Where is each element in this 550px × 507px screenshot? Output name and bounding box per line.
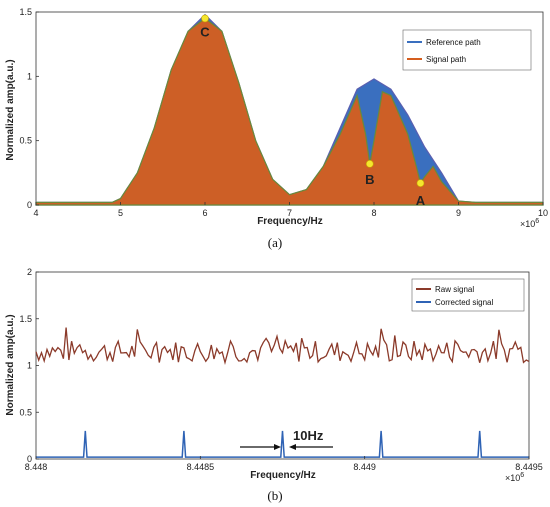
y-tick-label: 1 [27,71,32,81]
y-tick-label: 0.5 [19,407,32,417]
spacing-annotation: 10Hz [240,428,333,450]
panel-b-xlabel: Frequency/Hz [250,470,316,481]
panel-a-marks: C B A [35,13,544,208]
x-tick-label: 8.448 [25,462,48,472]
x-tick-label: 7 [287,208,292,218]
panel-b: 8.448 8.4485 8.449 8.4495 0 0.5 1 1.5 2 Raw sign… [5,267,543,503]
panel-b-marks [35,327,530,458]
spacing-label: 10Hz [293,428,324,443]
y-tick-label: 1.5 [19,314,32,324]
x-tick-label: 6 [202,208,207,218]
y-tick-label: 0 [27,200,32,210]
panel-b-ticks: 8.448 8.4485 8.449 8.4495 0 0.5 1 1.5 2 [19,267,542,472]
series-area-signal-path [35,17,544,206]
point-label-b: B [365,172,374,187]
legend-b-label-1: Raw signal [435,285,474,294]
x-tick-label: 10 [538,208,548,218]
panel-a-ylabel: Normalized amp(a.u.) [5,59,16,160]
point-marker-b [365,160,374,168]
point-marker-a [416,179,425,187]
point-label-a: A [416,193,426,208]
arrow-left-head-icon [289,444,296,450]
x-tick-label: 8.4495 [515,462,543,472]
panel-a-legend-box [402,29,532,71]
y-tick-label: 0 [27,454,32,464]
panel-a-caption: (a) [268,235,282,250]
x-tick-label: 9 [456,208,461,218]
legend-b-label-2: Corrected signal [435,298,493,307]
panel-b-x-exponent: ×106 [505,472,524,483]
legend-a-label-1: Reference path [426,38,481,47]
y-tick-label: 0.5 [19,136,32,146]
point-label-c: C [200,24,210,39]
x-tick-label: 8.449 [353,462,376,472]
panel-a-legend: Reference path Signal path [402,29,532,71]
panel-b-caption: (b) [267,488,282,503]
x-tick-label: 8 [371,208,376,218]
x-tick-label: 8.4485 [187,462,215,472]
panel-b-legend-box [411,278,525,312]
y-tick-label: 1 [27,361,32,371]
panel-b-ylabel: Normalized amp(a.u.) [5,314,16,415]
x-tick-label: 4 [33,208,38,218]
panel-a-x-exponent: ×106 [520,218,539,229]
panel-a-xlabel: Frequency/Hz [257,216,323,227]
arrow-right-head-icon [274,444,281,450]
panel-a: C B A 4 5 6 7 8 9 10 0 0.5 1 1.5 Reference path Sign… [5,7,548,250]
point-marker-c [201,14,209,23]
legend-a-label-2: Signal path [426,55,466,64]
y-tick-label: 2 [27,267,32,277]
series-line-raw-signal [35,327,530,365]
y-tick-label: 1.5 [19,7,32,17]
panel-b-legend: Raw signal Corrected signal [411,278,525,312]
panel-a-ticks: 4 5 6 7 8 9 10 0 0.5 1 1.5 [19,7,548,218]
x-tick-label: 5 [118,208,123,218]
series-line-corrected-signal [36,430,529,458]
